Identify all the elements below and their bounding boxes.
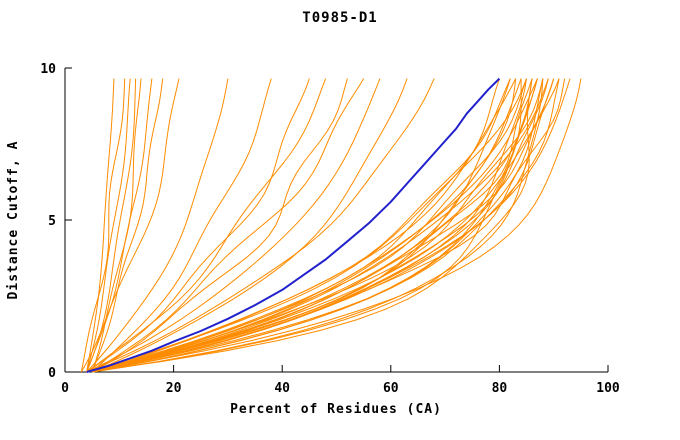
model-curve: [86, 78, 500, 373]
model-curve: [86, 78, 533, 373]
x-axis-label: Percent of Residues (CA): [230, 402, 442, 417]
model-curve: [92, 78, 517, 373]
model-curve: [92, 78, 544, 373]
model-curve: [92, 78, 544, 373]
model-curve: [92, 78, 538, 373]
highlighted-model-curve: [86, 77, 501, 373]
model-curve: [86, 78, 511, 373]
model-curve: [91, 78, 365, 373]
x-tick-label-40: 40: [274, 381, 290, 396]
model-curve: [91, 78, 272, 373]
model-curve: [91, 78, 164, 373]
model-curves-group: [80, 77, 582, 373]
model-curve: [86, 78, 137, 373]
x-tick-label-20: 20: [166, 381, 182, 396]
model-curve: [86, 78, 560, 373]
y-tick-label-10: 10: [40, 62, 56, 77]
x-tick-label-0: 0: [61, 381, 69, 396]
x-tick-label-60: 60: [383, 381, 399, 396]
model-curve: [91, 78, 408, 373]
chart-title: T0985-D1: [302, 10, 377, 26]
model-curve: [80, 78, 180, 373]
model-curve: [86, 78, 538, 373]
model-curve: [86, 78, 549, 373]
model-curve: [80, 78, 126, 373]
model-curve: [92, 78, 555, 373]
y-tick-label-0: 0: [48, 366, 56, 381]
model-curve: [92, 78, 522, 373]
model-curve: [86, 78, 131, 373]
y-tick-label-5: 5: [48, 214, 56, 229]
model-curve: [92, 78, 560, 373]
model-curve: [86, 78, 229, 373]
x-tick-label-100: 100: [596, 381, 620, 396]
model-curve: [92, 78, 549, 373]
model-curve: [86, 78, 381, 373]
model-curve: [92, 78, 571, 373]
x-tick-label-80: 80: [492, 381, 508, 396]
model-curve: [86, 78, 327, 373]
model-curve: [86, 78, 533, 373]
model-curve: [86, 78, 435, 373]
model-curve: [91, 78, 348, 373]
y-axis-label: Distance Cutoff, A: [6, 141, 21, 300]
model-curve: [86, 78, 115, 373]
model-curve: [86, 78, 527, 373]
model-curve: [86, 78, 544, 373]
axes: 0 20 40 60 80 100 0 5 10: [40, 62, 620, 396]
model-curve: [86, 78, 582, 373]
model-curve: [86, 78, 153, 373]
